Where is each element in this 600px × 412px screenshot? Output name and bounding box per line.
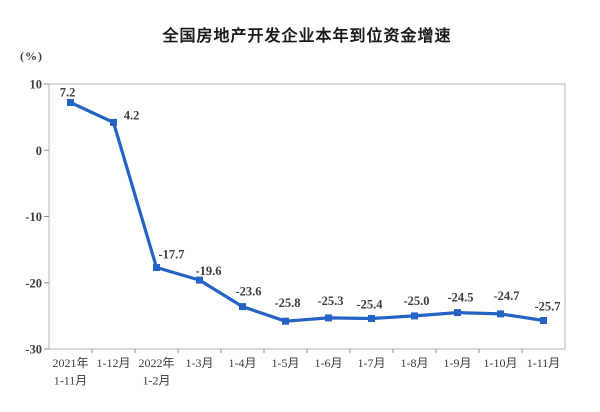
x-axis-category-label: 1-12月 — [97, 356, 131, 370]
data-point-label: -25.7 — [534, 300, 560, 314]
y-axis-tick-label: 10 — [30, 78, 43, 92]
data-point-marker — [196, 276, 203, 284]
y-axis-unit-label: (%) — [20, 49, 43, 63]
data-point-marker — [497, 310, 504, 318]
data-point-label: -25.3 — [317, 294, 343, 308]
x-axis-category-label: 1-3月 — [186, 356, 214, 370]
data-point-marker — [368, 315, 375, 322]
data-point-marker — [67, 99, 74, 106]
data-point-label: -19.6 — [195, 264, 221, 278]
data-point-label: -24.7 — [493, 289, 519, 303]
data-line — [68, 100, 546, 323]
data-point-marker — [153, 264, 160, 271]
y-axis-tick-label: 0 — [36, 144, 42, 158]
data-point-label: 4.2 — [124, 108, 140, 122]
x-axis-category-label: 1-5月 — [272, 356, 300, 370]
plot-border — [48, 83, 566, 350]
data-point-marker — [110, 118, 117, 126]
x-axis-category-label: 1-8月 — [401, 356, 429, 370]
y-axis-tick-label: -10 — [25, 210, 42, 224]
data-point-marker — [411, 312, 418, 320]
y-axis-tick-label: -30 — [25, 343, 42, 357]
data-point-marker — [282, 317, 289, 325]
x-axis-category-label: 1-4月 — [229, 356, 257, 370]
x-axis-category-label: 1-7月 — [358, 356, 386, 370]
data-point-label: -25.8 — [274, 296, 300, 310]
data-point-label: -25.4 — [356, 298, 383, 312]
data-point-label: -24.5 — [447, 291, 473, 305]
data-point-marker — [325, 314, 332, 322]
x-axis-category-label: 2022年 1-2月 — [138, 356, 174, 388]
chart-title: 全国房地产开发企业本年到位资金增速 — [162, 28, 452, 45]
y-axis-tick-label: -20 — [25, 276, 42, 290]
x-axis-category-label: 1-10月 — [484, 356, 518, 370]
data-point-marker — [540, 317, 547, 324]
data-point-label: -25.0 — [403, 294, 429, 308]
data-point-marker — [239, 303, 246, 311]
data-point-label: 7.2 — [60, 86, 76, 100]
data-point-label: -23.6 — [235, 285, 261, 299]
data-point-marker — [454, 309, 461, 317]
data-point-label: -17.7 — [158, 248, 184, 262]
x-axis-category-label: 1-6月 — [315, 356, 343, 370]
x-axis-category-label: 2021年 1-11月 — [52, 356, 88, 388]
x-axis-category-label: 1-9月 — [444, 356, 472, 370]
x-axis-category-label: 1-11月 — [527, 356, 561, 370]
